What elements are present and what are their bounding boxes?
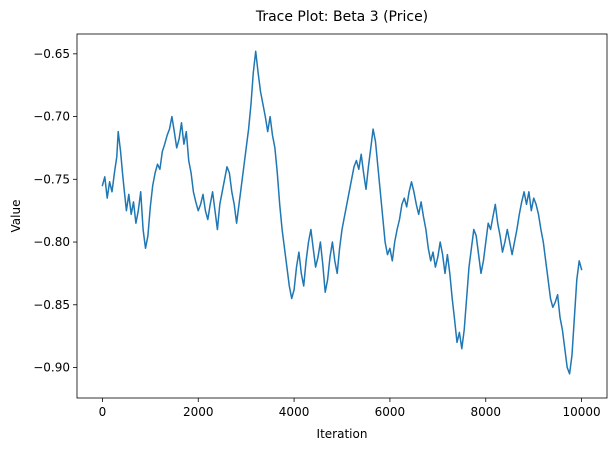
y-tick-label: −0.70 xyxy=(33,110,70,124)
y-tick-label: −0.80 xyxy=(33,235,70,249)
y-tick-label: −0.65 xyxy=(33,47,70,61)
axes-frame xyxy=(76,33,608,399)
y-tick-label: −0.90 xyxy=(33,361,70,375)
x-tick-label: 8000 xyxy=(470,405,501,419)
x-tick-label: 0 xyxy=(99,405,107,419)
x-tick-label: 10000 xyxy=(563,405,601,419)
trace-line-series xyxy=(101,50,583,375)
y-tick-label: −0.85 xyxy=(33,298,70,312)
x-tick-label: 2000 xyxy=(183,405,214,419)
x-tick-label: 6000 xyxy=(375,405,406,419)
x-tick-label: 4000 xyxy=(279,405,310,419)
plot-area xyxy=(101,50,583,375)
y-axis-label: Value xyxy=(9,200,23,233)
y-axis-ticks: −0.65 −0.70 −0.75 −0.80 −0.85 −0.90 xyxy=(33,47,77,375)
chart-title: Trace Plot: Beta 3 (Price) xyxy=(255,9,428,25)
x-axis-ticks: 0 2000 4000 6000 8000 10000 xyxy=(99,398,601,419)
x-axis-label: Iteration xyxy=(317,427,368,441)
y-tick-label: −0.75 xyxy=(33,172,70,186)
